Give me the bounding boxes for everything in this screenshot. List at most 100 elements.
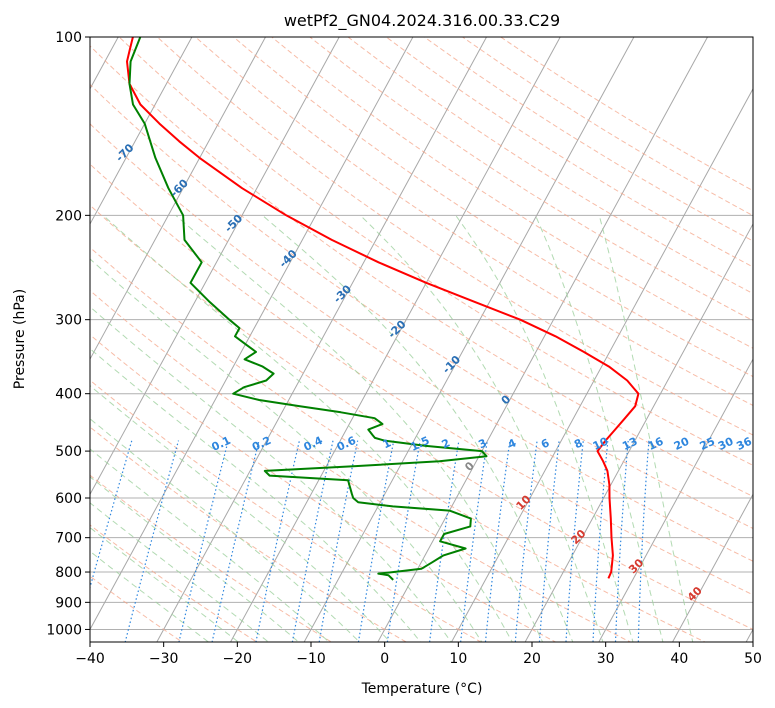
x-tick-label: 30 bbox=[597, 651, 615, 667]
dry-adiabat-line bbox=[90, 83, 753, 529]
dry-adiabat-line bbox=[309, 37, 753, 322]
mixing-ratio-line bbox=[178, 440, 229, 642]
y-tick-label: 600 bbox=[55, 491, 82, 507]
dry-adiabat-line bbox=[118, 37, 753, 466]
mixing-ratio-line bbox=[255, 440, 300, 642]
mixing-ratio-label: 6 bbox=[539, 436, 552, 451]
dry-adiabat-line bbox=[90, 426, 408, 642]
dry-adiabat-line bbox=[385, 37, 753, 268]
y-tick-label: 700 bbox=[55, 531, 82, 547]
moist-adiabat-line bbox=[359, 214, 604, 642]
dry-adiabat-line bbox=[90, 123, 753, 562]
mixing-ratio-label: 13 bbox=[620, 435, 639, 453]
mixing-ratio-label: 4 bbox=[506, 436, 519, 451]
isotherm-label: 0 bbox=[499, 392, 514, 407]
mixing-ratio-line bbox=[386, 440, 421, 642]
background-lines bbox=[0, 10, 753, 654]
mixing-ratio-label: 36 bbox=[734, 435, 754, 453]
x-tick-label: 40 bbox=[670, 651, 688, 667]
plot-frame bbox=[89, 36, 754, 643]
moist-adiabat-line bbox=[90, 526, 240, 642]
mixing-ratio-line bbox=[565, 440, 584, 642]
isotherm-label: 40 bbox=[685, 584, 705, 604]
moist-adiabat-line bbox=[90, 258, 483, 642]
moist-adiabat-line bbox=[90, 348, 422, 642]
isotherm-line bbox=[90, 37, 267, 361]
moist-adiabat-line bbox=[175, 214, 544, 642]
isotherm-line bbox=[450, 87, 753, 642]
isotherm-line bbox=[156, 37, 488, 642]
mixing-ratio-label: 25 bbox=[698, 435, 717, 453]
y-axis-label: Pressure (hPa) bbox=[12, 289, 28, 389]
y-tick-label: 300 bbox=[55, 313, 82, 329]
isotherm-line bbox=[303, 37, 635, 642]
moist-adiabat-line bbox=[90, 448, 330, 642]
isotherm-label: 10 bbox=[514, 492, 534, 512]
mixing-ratio-line bbox=[211, 440, 260, 642]
isotherm-line bbox=[598, 358, 753, 642]
x-tick-label: −30 bbox=[149, 651, 179, 667]
dry-adiabat-line bbox=[271, 37, 753, 349]
mixing-ratio-line bbox=[90, 440, 133, 590]
x-tick-label: −10 bbox=[296, 651, 326, 667]
y-tick-label: 1000 bbox=[46, 622, 82, 638]
dry-adiabat-line bbox=[90, 379, 482, 642]
y-tick-label: 400 bbox=[55, 387, 82, 403]
y-tick-label: 900 bbox=[55, 595, 82, 611]
moist-adiabat-line bbox=[102, 214, 513, 642]
mixing-ratio-line bbox=[484, 440, 511, 642]
isotherm-line bbox=[524, 222, 753, 642]
y-tick-label: 200 bbox=[55, 208, 82, 224]
y-tick-label: 800 bbox=[55, 565, 82, 581]
dry-adiabat-line bbox=[90, 334, 557, 642]
dry-adiabat-line bbox=[90, 246, 707, 642]
mixing-ratio-label: 1 bbox=[381, 436, 393, 451]
dry-adiabat-line bbox=[499, 37, 753, 192]
mixing-ratio-line bbox=[592, 440, 609, 642]
data-lines bbox=[126, 37, 640, 581]
dry-adiabat-line bbox=[90, 289, 632, 642]
x-tick-label: 20 bbox=[523, 651, 541, 667]
dry-adiabat-line bbox=[90, 45, 753, 498]
mixing-ratio-line bbox=[357, 440, 395, 642]
x-tick-label: 0 bbox=[380, 651, 389, 667]
dry-adiabat-line bbox=[232, 37, 753, 378]
isotherm-line bbox=[671, 493, 753, 642]
moist-adiabat-line bbox=[90, 385, 391, 642]
x-tick-label: −20 bbox=[223, 651, 253, 667]
moist-adiabat-line bbox=[598, 215, 694, 642]
y-tick-label: 100 bbox=[55, 30, 82, 46]
dry-adiabat-line bbox=[90, 575, 183, 642]
mixing-ratio-label: 16 bbox=[646, 435, 666, 453]
dry-adiabat-line bbox=[461, 37, 753, 217]
mixing-ratio-line bbox=[514, 440, 538, 642]
moist-adiabat-line bbox=[455, 215, 634, 642]
isotherm-label: 0 bbox=[462, 459, 477, 474]
mixing-ratio-line bbox=[538, 440, 560, 642]
moist-adiabat-line bbox=[534, 215, 664, 642]
isotherm-label: -80 bbox=[59, 106, 82, 129]
isotherm-line bbox=[90, 37, 414, 631]
dry-adiabat-line bbox=[347, 37, 753, 295]
axis-ticks: −40 −30 −20 −10 0 10 20 30 40 5010020030040050060… bbox=[46, 30, 762, 667]
mixing-ratio-line bbox=[318, 440, 359, 642]
mixing-ratio-label: 8 bbox=[572, 436, 584, 451]
x-tick-label: 10 bbox=[449, 651, 467, 667]
moist-adiabat-line bbox=[262, 214, 574, 642]
x-tick-label: 50 bbox=[744, 651, 762, 667]
dry-adiabat-line bbox=[423, 37, 753, 242]
dry-adiabat-line bbox=[194, 37, 753, 407]
dry-adiabat-line bbox=[90, 163, 753, 596]
isotherm-label: -90 bbox=[4, 71, 27, 94]
isotherm-line bbox=[0, 10, 59, 654]
moist-adiabat-line bbox=[90, 502, 270, 642]
isotherm-line bbox=[229, 37, 561, 642]
dry-adiabat-line bbox=[90, 204, 753, 630]
y-tick-label: 500 bbox=[55, 444, 82, 460]
mixing-ratio-label: 10 bbox=[591, 435, 611, 453]
moist-adiabat-line bbox=[90, 418, 361, 642]
mixing-ratio-line bbox=[291, 440, 334, 642]
x-axis-label: Temperature (°C) bbox=[361, 681, 483, 697]
dry-adiabat-line bbox=[156, 37, 753, 436]
